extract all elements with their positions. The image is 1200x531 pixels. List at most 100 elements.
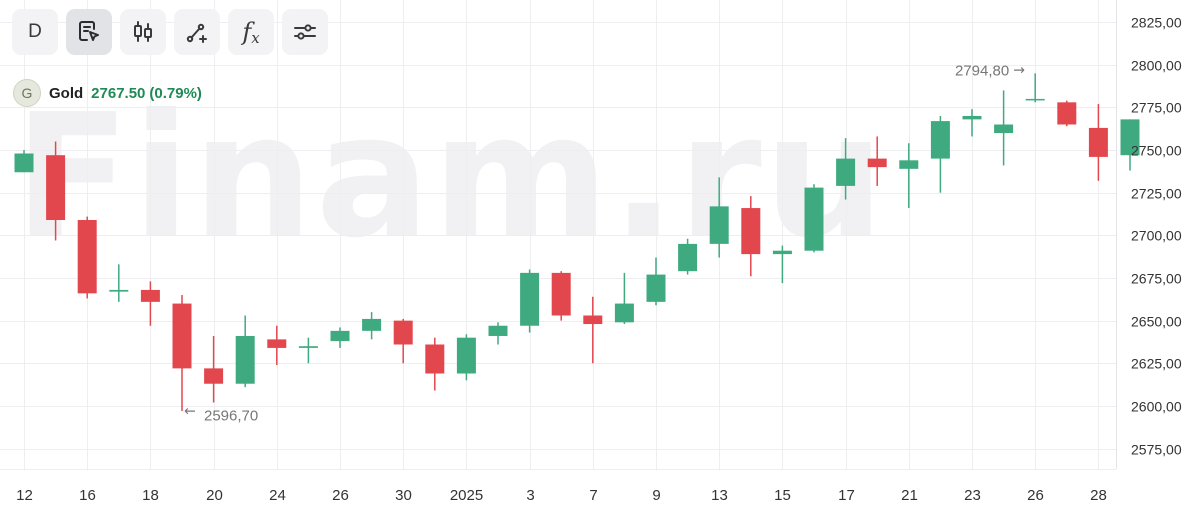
x-tick-label: 15 (774, 487, 791, 504)
x-tick-label: 20 (206, 487, 223, 504)
candle[interactable] (1025, 73, 1045, 103)
candle-body (1088, 127, 1108, 157)
candle[interactable] (456, 334, 476, 381)
settings-button[interactable] (282, 9, 328, 55)
x-tick-label: 12 (16, 487, 33, 504)
x-tick-label: 13 (711, 487, 728, 504)
candle[interactable] (994, 90, 1014, 166)
candle-body (298, 346, 318, 348)
candle-body (330, 330, 350, 342)
candle-body (362, 318, 382, 331)
x-tick-label: 3 (526, 487, 534, 504)
candle-body (456, 337, 476, 374)
candle[interactable] (425, 337, 445, 391)
interval-label: D (28, 21, 42, 42)
candle[interactable] (362, 312, 382, 340)
candle-body (836, 158, 856, 186)
annotation-label: 2794,80 (955, 63, 1009, 80)
function-icon: fx (242, 17, 260, 47)
grid (0, 0, 1116, 469)
x-tick-label: 30 (395, 487, 412, 504)
candle-body (1025, 98, 1045, 101)
candle-body (962, 115, 982, 120)
extreme-annotation: ← 2596,70 (184, 404, 258, 425)
candle[interactable] (520, 269, 540, 333)
cursor-tool-button[interactable] (66, 9, 112, 55)
candle-body (709, 206, 729, 244)
candle[interactable] (172, 295, 192, 412)
candle-body (899, 160, 919, 169)
candle-body (204, 368, 224, 384)
candle[interactable] (393, 318, 413, 364)
candle[interactable] (867, 136, 887, 186)
candle[interactable] (267, 325, 287, 365)
sliders-icon (294, 24, 316, 40)
candle[interactable] (962, 109, 982, 137)
candle-body (930, 121, 950, 159)
y-tick-label: 2750,00 (1131, 143, 1182, 159)
y-tick-label: 2575,00 (1131, 442, 1182, 458)
candle-body (46, 155, 66, 221)
arrow-right-icon: → (1013, 63, 1025, 79)
drawing-tool-button[interactable] (174, 9, 220, 55)
interval-button[interactable]: D (12, 9, 58, 55)
y-tick-label: 2625,00 (1131, 356, 1182, 372)
candle[interactable] (741, 196, 761, 277)
candle-body (267, 339, 287, 348)
candle[interactable] (583, 296, 603, 364)
instrument-name: Gold (49, 84, 84, 102)
line-draw-icon (186, 23, 207, 43)
indicators-button[interactable]: fx (228, 9, 274, 55)
candle[interactable] (646, 257, 666, 306)
candle[interactable] (551, 271, 571, 321)
candlestick-icon (134, 21, 152, 42)
candle[interactable] (1057, 100, 1077, 127)
price-change: (0.79%) (149, 84, 202, 102)
candle-body (614, 303, 634, 323)
candle[interactable] (77, 216, 97, 299)
x-tick-label: 26 (332, 487, 349, 504)
candle[interactable] (614, 272, 634, 325)
chart-type-button[interactable] (120, 9, 166, 55)
candle[interactable] (678, 238, 698, 275)
candle-body (109, 289, 129, 292)
candles (14, 73, 1140, 412)
x-tick-label: 26 (1027, 487, 1044, 504)
candle[interactable] (1120, 119, 1140, 171)
last-price: 2767.50 (91, 84, 146, 102)
candle[interactable] (772, 245, 792, 284)
candle-body (172, 303, 192, 369)
candle-body (804, 187, 824, 251)
candle-body (520, 272, 540, 326)
candle-body (425, 344, 445, 374)
candle-body (741, 208, 761, 255)
candle[interactable] (1088, 104, 1108, 181)
candle[interactable] (109, 264, 129, 302)
price-axis: 2825,00 2800,00 2775,00 2750,00 2725,00 2700,… (1131, 15, 1182, 458)
x-tick-label: 9 (652, 487, 660, 504)
candle[interactable] (836, 138, 856, 200)
extreme-annotation: 2794,80 → (955, 63, 1025, 80)
candle-body (235, 335, 255, 384)
candle-body (14, 153, 34, 173)
x-tick-label: 17 (838, 487, 855, 504)
candle[interactable] (330, 327, 350, 348)
candle[interactable] (14, 150, 34, 173)
instrument-avatar: G (13, 79, 41, 107)
candle[interactable] (204, 335, 224, 403)
candle[interactable] (298, 337, 318, 364)
x-tick-label: 18 (142, 487, 159, 504)
candle[interactable] (804, 184, 824, 253)
candle[interactable] (709, 177, 729, 258)
candle[interactable] (140, 281, 160, 326)
candle[interactable] (930, 115, 950, 193)
candle[interactable] (46, 141, 66, 241)
arrow-left-icon: ← (184, 404, 196, 420)
candle-body (994, 124, 1014, 134)
x-tick-label: 28 (1090, 487, 1107, 504)
candle[interactable] (235, 315, 255, 388)
candle[interactable] (899, 143, 919, 209)
y-tick-label: 2650,00 (1131, 314, 1182, 330)
candle[interactable] (488, 322, 508, 345)
